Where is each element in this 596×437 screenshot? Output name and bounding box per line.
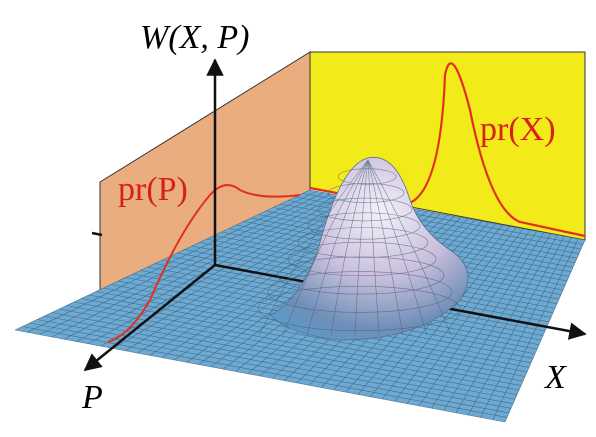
x-axis-label: X	[543, 359, 567, 396]
pr-p-label: pr(P)	[118, 171, 188, 208]
p-axis-label: P	[81, 379, 103, 416]
pr-x-label: pr(X)	[480, 111, 556, 148]
wigner-diagram: W(X, P) pr(P) pr(X) X P	[0, 0, 596, 437]
w-axis-label: W(X, P)	[140, 19, 250, 56]
